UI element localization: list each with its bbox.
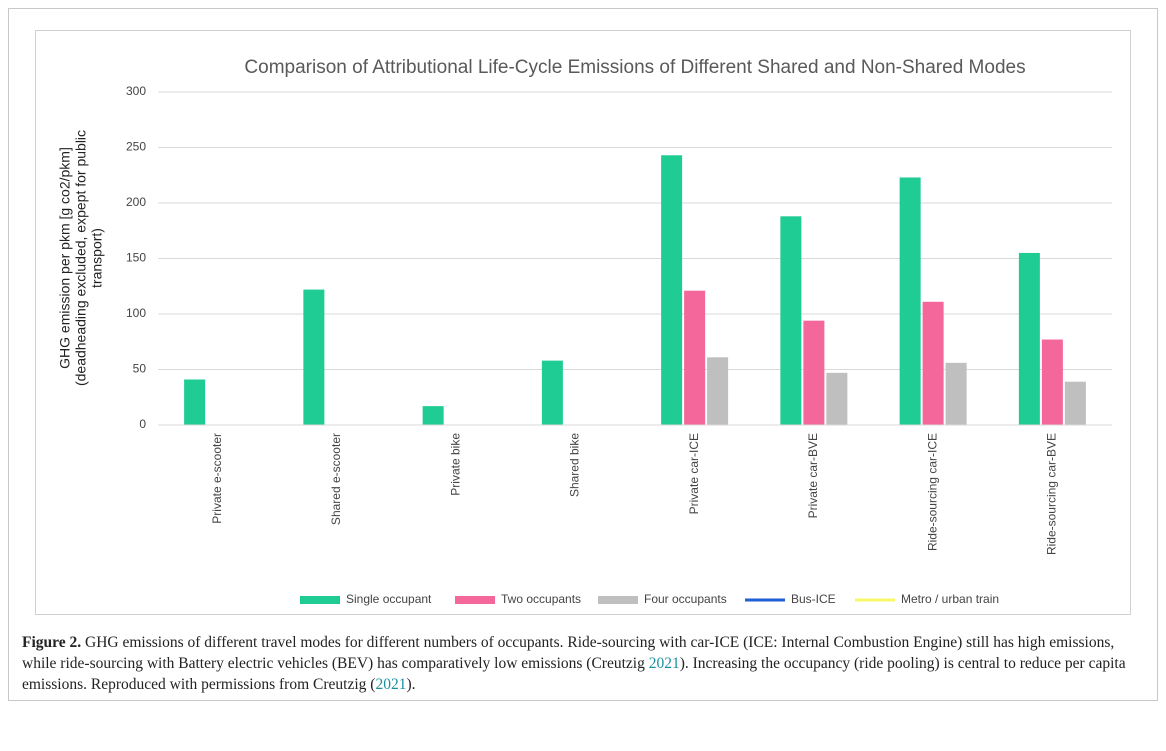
legend-swatch	[455, 596, 495, 604]
bar	[184, 379, 206, 425]
caption-label: Figure 2.	[22, 634, 82, 651]
legend-swatch	[598, 596, 638, 604]
bar	[422, 406, 444, 425]
x-tick-label: Ride-sourcing car-BVE	[1045, 433, 1059, 555]
legend-swatch	[300, 596, 340, 604]
bar	[1018, 252, 1040, 425]
y-axis-label: GHG emission per pkm [g co2/pkm]	[57, 147, 73, 369]
y-tick-label: 250	[126, 140, 146, 154]
bar	[826, 372, 848, 425]
caption-text: ).	[406, 676, 416, 693]
y-tick-label: 0	[139, 417, 146, 431]
legend-label: Four occupants	[644, 592, 727, 606]
legend-label: Two occupants	[501, 592, 581, 606]
x-tick-label: Shared bike	[568, 433, 582, 497]
x-tick-label: Private car-BVE	[806, 433, 820, 518]
bar	[899, 177, 921, 425]
y-tick-label: 300	[126, 84, 146, 98]
bar	[684, 290, 706, 425]
x-tick-label: Private car-ICE	[687, 433, 701, 514]
y-tick-label: 200	[126, 195, 146, 209]
caption-text: GHG emissions of different travel modes …	[22, 634, 1115, 672]
caption-text: ). Increasing the occupancy (ride poolin…	[22, 655, 1126, 693]
y-tick-label: 50	[133, 362, 147, 376]
figure-frame	[8, 8, 1158, 701]
bar	[1041, 339, 1063, 425]
bar	[303, 289, 325, 425]
legend-label: Metro / urban train	[901, 592, 999, 606]
x-tick-label: Private bike	[448, 433, 462, 496]
bar	[707, 357, 729, 425]
bar	[780, 216, 802, 425]
bar	[922, 301, 944, 425]
chart-frame	[35, 30, 1131, 615]
x-tick-label: Ride-sourcing car-ICE	[925, 433, 939, 551]
legend-label: Single occupant	[346, 592, 432, 606]
caption-ref: 2021	[375, 676, 407, 693]
y-tick-label: 100	[126, 306, 146, 320]
y-tick-label: 150	[126, 251, 146, 265]
legend-label: Bus-ICE	[791, 592, 836, 606]
x-tick-label: Private e-scooter	[210, 433, 224, 524]
bar	[1064, 381, 1086, 425]
chart-title: Comparison of Attributional Life-Cycle E…	[244, 57, 1025, 78]
bar	[661, 155, 683, 425]
caption: Figure 2. GHG emissions of different tra…	[22, 632, 1142, 695]
bar	[541, 360, 563, 425]
caption-ref: 2021	[648, 655, 680, 672]
x-tick-label: Shared e-scooter	[329, 433, 343, 525]
bar	[803, 320, 825, 425]
y-axis-label: (deadheading excluded, expept for public	[73, 130, 89, 386]
bar	[945, 362, 967, 425]
y-axis-label: transport)	[89, 228, 105, 288]
